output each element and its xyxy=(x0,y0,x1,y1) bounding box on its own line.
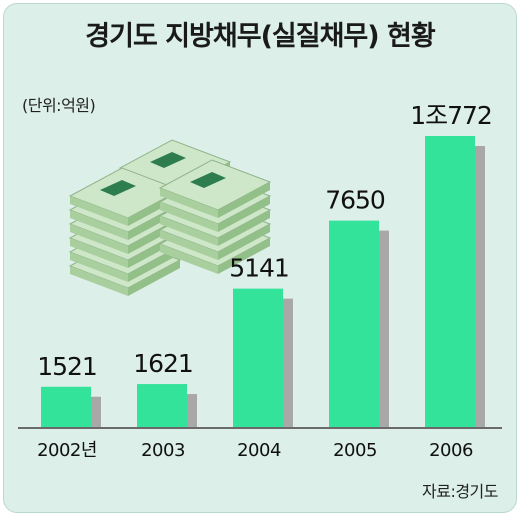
bar xyxy=(425,136,475,428)
banknote-edge xyxy=(128,260,180,296)
x-tick-label: 2005 xyxy=(333,440,377,461)
source-label: 자료:경기도 xyxy=(422,482,499,501)
x-tick-label: 2006 xyxy=(429,440,473,461)
chart-title: 경기도 지방채무(실질채무) 현황 xyxy=(85,21,435,52)
money-stack-icon xyxy=(68,139,272,296)
banknote-edge xyxy=(70,196,128,226)
banknote-edge xyxy=(160,230,218,260)
banknote-edge xyxy=(160,188,218,218)
bar-value-label: 1621 xyxy=(133,349,193,378)
bar-shadow xyxy=(379,230,389,428)
x-axis-ticks: 2002년 2003 2004 2005 2006 xyxy=(37,440,473,461)
banknote-edge xyxy=(70,252,128,282)
bar xyxy=(137,384,187,428)
banknote-edge xyxy=(70,266,128,296)
bar xyxy=(41,386,91,428)
banknote-edge xyxy=(218,182,270,218)
banknote-edge xyxy=(70,210,128,240)
banknote-edge xyxy=(160,202,218,232)
banknote-portrait xyxy=(150,152,186,168)
banknote-edge xyxy=(218,196,270,232)
banknote-edge xyxy=(218,210,270,246)
x-tick-label: 2002년 xyxy=(37,440,97,461)
bar-value-label: 5141 xyxy=(229,254,289,283)
x-tick-label: 2004 xyxy=(237,440,281,461)
banknote-edge xyxy=(160,244,218,274)
banknote-edge xyxy=(218,238,270,274)
unit-label: (단위:억원) xyxy=(22,96,96,115)
banknote-edge xyxy=(70,224,128,254)
banknote-portrait xyxy=(190,172,226,188)
bar xyxy=(233,288,283,428)
bar-value-label: 7650 xyxy=(325,186,385,215)
bar-shadow xyxy=(475,146,485,428)
banknote-edge xyxy=(128,246,180,282)
bar xyxy=(329,220,379,428)
banknote-edge xyxy=(70,238,128,268)
bar-value-label: 1조772 xyxy=(410,101,492,130)
bar-shadow xyxy=(91,396,101,428)
banknote-edge xyxy=(160,216,218,246)
bars-group: 1521 1621 5141 7650 1조772 xyxy=(37,101,493,428)
banknote-portrait xyxy=(100,180,136,196)
banknote-edge xyxy=(218,224,270,260)
bar-value-label: 1521 xyxy=(37,352,97,381)
bar-shadow xyxy=(187,394,197,428)
x-tick-label: 2003 xyxy=(141,440,185,461)
bar-shadow xyxy=(283,298,293,428)
